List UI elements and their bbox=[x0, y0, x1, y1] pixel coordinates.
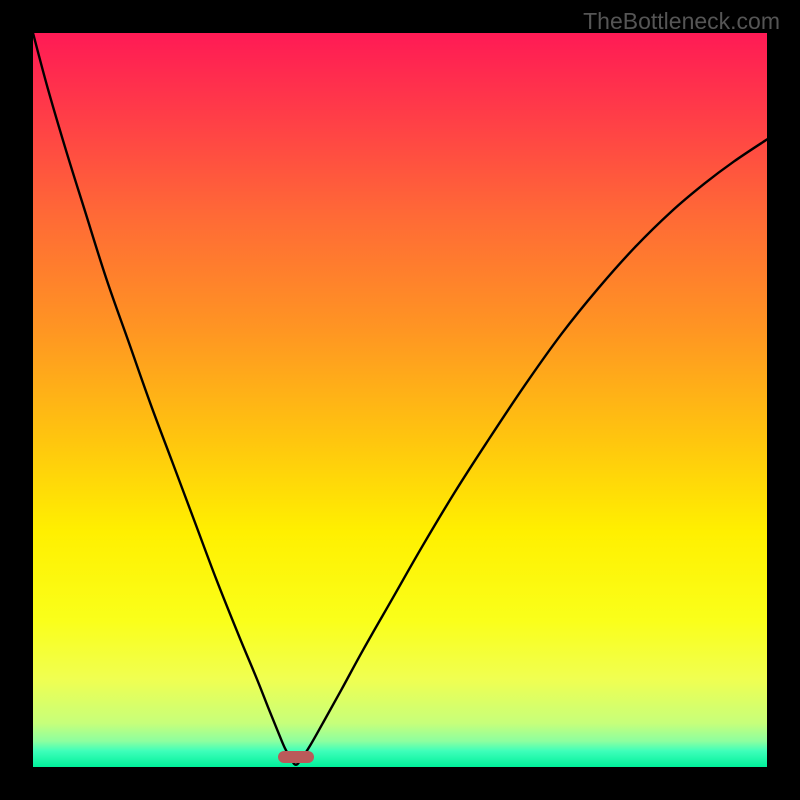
trough-marker bbox=[278, 751, 314, 763]
chart-frame: TheBottleneck.com bbox=[0, 0, 800, 800]
watermark-text: TheBottleneck.com bbox=[583, 8, 780, 35]
plot-area bbox=[33, 33, 767, 767]
bottleneck-curve bbox=[33, 33, 767, 767]
